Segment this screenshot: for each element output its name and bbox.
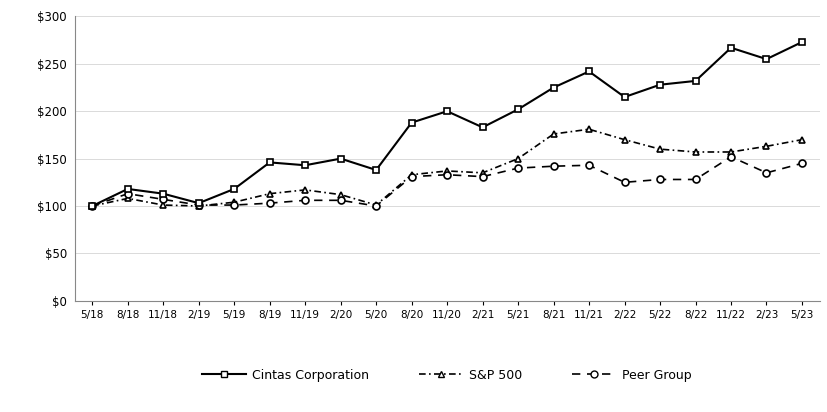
Peer Group	[583, 163, 593, 168]
Peer Group	[725, 154, 735, 159]
Peer Group	[619, 180, 629, 185]
S&P 500	[300, 187, 310, 192]
Cintas Corporation	[229, 187, 239, 192]
S&P 500	[158, 203, 168, 208]
S&P 500	[513, 156, 523, 161]
Peer Group	[87, 204, 97, 208]
Cintas Corporation	[796, 40, 806, 44]
Cintas Corporation	[194, 201, 203, 206]
Line: Peer Group: Peer Group	[88, 153, 805, 209]
Peer Group	[300, 198, 310, 203]
Cintas Corporation	[513, 107, 523, 112]
Cintas Corporation	[654, 82, 664, 87]
Cintas Corporation	[335, 156, 345, 161]
S&P 500	[654, 147, 664, 152]
Cintas Corporation	[477, 125, 487, 130]
S&P 500	[122, 196, 132, 201]
S&P 500	[583, 127, 593, 132]
Cintas Corporation	[122, 187, 132, 192]
Cintas Corporation	[265, 160, 275, 165]
Cintas Corporation	[619, 94, 629, 99]
S&P 500	[335, 192, 345, 197]
S&P 500	[619, 137, 629, 142]
S&P 500	[796, 137, 806, 142]
Peer Group	[122, 191, 132, 196]
S&P 500	[406, 172, 416, 177]
S&P 500	[442, 169, 452, 173]
Peer Group	[513, 166, 523, 171]
Peer Group	[229, 203, 239, 208]
Cintas Corporation	[548, 85, 558, 90]
Peer Group	[335, 198, 345, 203]
Cintas Corporation	[442, 109, 452, 114]
Peer Group	[265, 201, 275, 206]
Cintas Corporation	[370, 168, 380, 173]
S&P 500	[690, 150, 700, 154]
Peer Group	[548, 164, 558, 169]
Peer Group	[690, 177, 700, 182]
S&P 500	[87, 204, 97, 208]
Peer Group	[370, 204, 380, 208]
Cintas Corporation	[300, 163, 310, 168]
S&P 500	[265, 191, 275, 196]
Peer Group	[796, 161, 806, 166]
S&P 500	[194, 204, 203, 208]
Cintas Corporation	[583, 69, 593, 74]
Peer Group	[761, 171, 771, 176]
Peer Group	[194, 203, 203, 208]
Legend: Cintas Corporation, S&P 500, Peer Group: Cintas Corporation, S&P 500, Peer Group	[197, 364, 696, 387]
Peer Group	[654, 177, 664, 182]
S&P 500	[725, 150, 735, 154]
Line: S&P 500: S&P 500	[88, 126, 805, 209]
Cintas Corporation	[87, 204, 97, 208]
S&P 500	[548, 131, 558, 136]
Cintas Corporation	[406, 120, 416, 125]
Cintas Corporation	[725, 45, 735, 50]
S&P 500	[229, 200, 239, 205]
S&P 500	[761, 144, 771, 149]
Peer Group	[406, 174, 416, 179]
Cintas Corporation	[761, 56, 771, 61]
Line: Cintas Corporation: Cintas Corporation	[88, 39, 805, 209]
S&P 500	[370, 203, 380, 208]
Cintas Corporation	[690, 78, 700, 83]
Peer Group	[477, 174, 487, 179]
S&P 500	[477, 171, 487, 176]
Peer Group	[442, 172, 452, 177]
Cintas Corporation	[158, 191, 168, 196]
Peer Group	[158, 197, 168, 202]
